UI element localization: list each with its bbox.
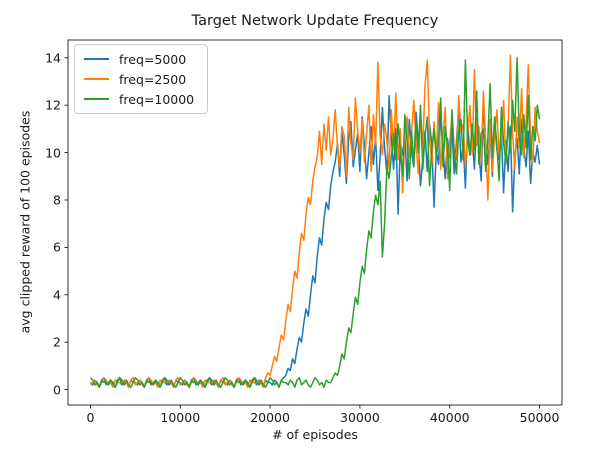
legend-label: freq=10000 (119, 91, 195, 107)
legend-item: freq=10000 (84, 89, 199, 109)
y-tick-label: 12 (45, 97, 61, 113)
y-tick-label: 2 (53, 334, 61, 350)
y-tick-label: 4 (53, 287, 61, 303)
y-tick-label: 14 (45, 50, 61, 66)
y-tick-label: 10 (45, 145, 61, 161)
axes-frame (67, 39, 563, 406)
x-tick-label: 10000 (160, 410, 201, 425)
legend-line-swatch (84, 98, 109, 100)
legend-item: freq=5000 (84, 49, 199, 69)
legend: freq=5000 freq=2500 freq=10000 (74, 44, 208, 114)
y-tick-label: 0 (53, 382, 61, 398)
x-tick-label: 20000 (250, 410, 290, 425)
legend-label: freq=5000 (119, 51, 187, 67)
legend-line-swatch (84, 78, 109, 80)
x-tick-label: 40000 (429, 410, 470, 425)
chart-title: Target Network Update Frequency (191, 13, 439, 29)
series-line-2 (89, 57, 541, 388)
legend-label: freq=2500 (119, 71, 187, 87)
x-tick-label: 0 (86, 410, 95, 425)
x-tick-label: 50000 (519, 410, 560, 425)
legend-item: freq=2500 (84, 69, 199, 89)
x-tick-label: 30000 (340, 410, 380, 425)
y-axis-label: avg clipped reward of 100 episodes (17, 110, 33, 334)
series-line-1 (89, 54, 541, 388)
x-axis-label: # of episodes (272, 427, 358, 442)
y-tick-label: 6 (53, 239, 61, 255)
y-tick-label: 8 (53, 192, 61, 208)
legend-line-swatch (84, 58, 109, 60)
